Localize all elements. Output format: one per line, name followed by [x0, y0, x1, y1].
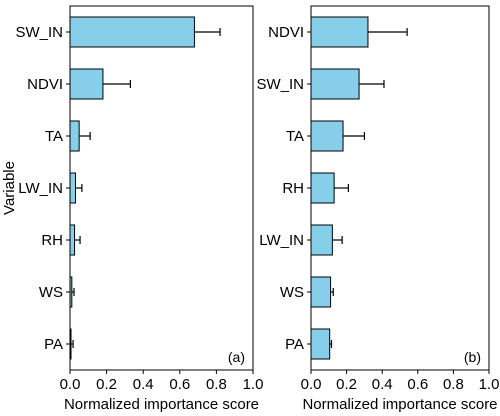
error-bar-b-ndvi: [367, 28, 408, 36]
bar-a-ws: [69, 276, 73, 308]
x-tick-label-b-5: 1.0: [479, 376, 500, 393]
error-bar-b-ws: [330, 288, 334, 296]
y-tick-label-b-rh: RH: [282, 180, 304, 197]
bar-a-ndvi: [69, 68, 104, 100]
x-tick-label-a-3: 0.6: [169, 376, 190, 393]
error-bar-a-rh: [74, 236, 81, 244]
panel-label-a: (a): [228, 349, 245, 365]
y-tick-label-b-ndvi: NDVI: [268, 24, 304, 41]
plot-frame-a: [69, 5, 254, 371]
y-tick-label-b-sw-in: SW_IN: [256, 76, 304, 93]
x-tick-label-a-0: 0.0: [60, 376, 81, 393]
x-tick-label-b-0: 0.0: [301, 376, 322, 393]
x-axis-title-b: Normalized importance score: [302, 396, 497, 413]
x-tick-label-a-5: 1.0: [243, 376, 264, 393]
bar-b-pa: [310, 328, 331, 360]
y-tick-label-a-rh: RH: [41, 232, 63, 249]
y-tick-label-a-pa: PA: [44, 336, 63, 353]
bars-b: [310, 16, 408, 360]
error-bar-a-ndvi: [102, 80, 131, 88]
y-tick-label-a-lw-in: LW_IN: [18, 180, 63, 197]
x-tick-label-a-4: 0.8: [206, 376, 227, 393]
x-tick-label-b-1: 0.2: [336, 376, 357, 393]
error-bar-b-ta: [343, 132, 365, 140]
bar-a-ta: [69, 120, 80, 152]
y-tick-label-b-pa: PA: [285, 336, 304, 353]
x-ticks-b: 0.0 0.2 0.4 0.6 0.8 1.0: [301, 370, 500, 393]
bar-b-ndvi: [310, 16, 369, 48]
error-bar-b-lw-in: [332, 236, 343, 244]
bar-a-pa: [69, 328, 72, 360]
y-tick-label-b-ta: TA: [286, 128, 304, 145]
error-bar-a-pa: [70, 340, 74, 348]
panel-label-b: (b): [464, 349, 481, 365]
bar-b-lw-in: [310, 224, 333, 256]
error-bar-a-lw-in: [75, 184, 83, 192]
bar-b-rh: [310, 172, 335, 204]
error-bar-a-ta: [79, 132, 91, 140]
x-tick-label-a-1: 0.2: [96, 376, 117, 393]
bars-a: [69, 16, 221, 360]
x-tick-label-a-2: 0.4: [133, 376, 154, 393]
error-bar-b-sw-in: [359, 80, 385, 88]
bar-a-sw-in: [69, 16, 195, 48]
bar-b-ta: [310, 120, 344, 152]
y-tick-label-b-lw-in: LW_IN: [259, 232, 304, 249]
panel-b: Normalized importance score (b) NDVI SW_I…: [256, 5, 500, 413]
x-ticks-a: 0.0 0.2 0.4 0.6 0.8 1.0: [60, 370, 264, 393]
error-bar-a-ws: [71, 288, 75, 296]
bar-b-ws: [310, 276, 332, 308]
x-tick-label-b-3: 0.6: [407, 376, 428, 393]
x-axis-title-a: Normalized importance score: [64, 396, 259, 413]
y-axis-title-a: Variable: [1, 161, 18, 215]
y-tick-label-a-sw-in: SW_IN: [15, 24, 63, 41]
y-tick-label-a-ta: TA: [45, 128, 63, 145]
y-tick-label-b-ws: WS: [280, 284, 304, 301]
x-tick-label-b-4: 0.8: [443, 376, 464, 393]
panel-a: Variable Normalized importance score (a)…: [1, 5, 264, 413]
x-tick-label-b-2: 0.4: [372, 376, 393, 393]
y-tick-label-a-ws: WS: [39, 284, 63, 301]
bar-a-lw-in: [69, 172, 76, 204]
y-tick-labels-b: NDVI SW_IN TA RH LW_IN WS PA: [256, 24, 311, 353]
y-tick-label-a-ndvi: NDVI: [27, 76, 63, 93]
error-bar-b-pa: [329, 340, 333, 348]
error-bar-a-sw-in: [194, 28, 221, 36]
bar-b-sw-in: [310, 68, 360, 100]
bar-a-rh: [69, 224, 76, 256]
error-bar-b-rh: [334, 184, 349, 192]
y-tick-labels-a: SW_IN NDVI TA LW_IN RH WS PA: [15, 24, 70, 353]
